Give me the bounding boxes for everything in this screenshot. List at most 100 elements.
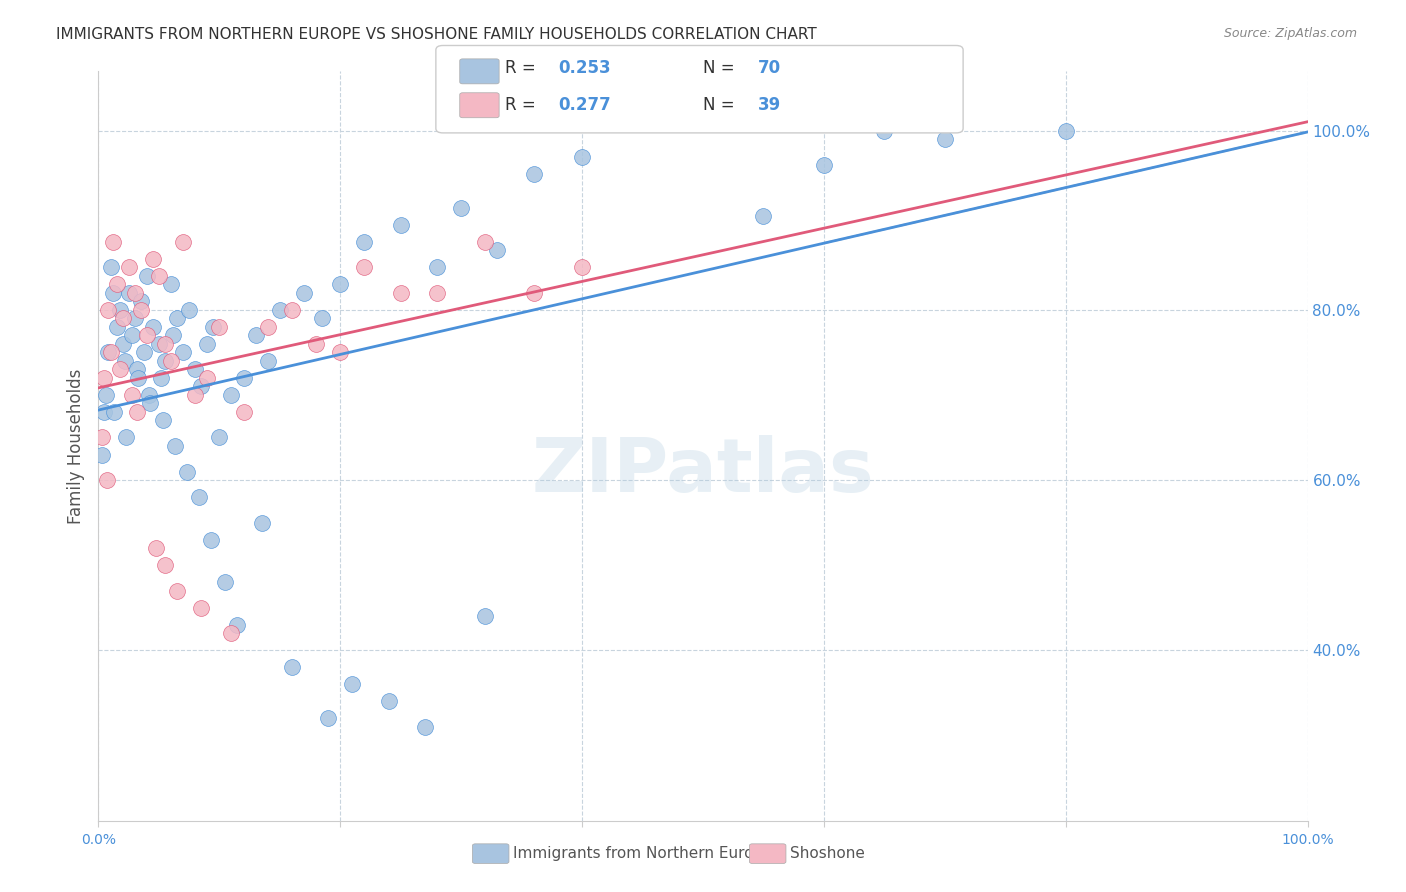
Text: 70: 70: [758, 59, 780, 77]
Point: [813, 158, 835, 172]
Point: [105, 277, 128, 292]
Y-axis label: Family Households: Family Households: [66, 368, 84, 524]
Point: [221, 388, 243, 402]
Point: [160, 277, 183, 292]
Point: [342, 677, 364, 691]
Point: [153, 336, 176, 351]
Point: [389, 218, 412, 232]
Point: [571, 149, 593, 163]
Point: [138, 388, 160, 402]
Point: [97, 302, 120, 317]
Point: [100, 345, 122, 359]
Text: Shoshone: Shoshone: [790, 847, 865, 861]
Text: Source: ZipAtlas.com: Source: ZipAtlas.com: [1223, 27, 1357, 40]
Point: [124, 311, 146, 326]
Point: [281, 660, 304, 674]
Point: [152, 413, 174, 427]
Text: 100.0%: 100.0%: [1281, 833, 1334, 847]
Point: [184, 362, 207, 376]
Point: [127, 362, 149, 376]
Point: [129, 294, 152, 309]
Point: [190, 600, 212, 615]
Point: [377, 694, 399, 708]
Point: [121, 328, 143, 343]
Point: [93, 371, 115, 385]
Point: [142, 252, 165, 266]
Point: [202, 319, 225, 334]
Point: [305, 336, 328, 351]
Point: [153, 558, 176, 573]
Point: [162, 328, 184, 343]
Point: [1054, 124, 1077, 138]
Point: [135, 268, 157, 283]
Point: [127, 405, 149, 419]
Point: [129, 302, 152, 317]
Point: [93, 405, 115, 419]
Point: [160, 354, 183, 368]
Point: [245, 328, 267, 343]
Point: [142, 319, 165, 334]
Point: [114, 354, 136, 368]
Point: [179, 302, 201, 317]
Point: [100, 260, 122, 275]
Point: [172, 235, 194, 249]
Point: [153, 354, 176, 368]
Point: [195, 336, 218, 351]
Point: [426, 285, 449, 300]
Point: [523, 285, 546, 300]
Text: R =: R =: [505, 96, 541, 114]
Text: N =: N =: [703, 59, 740, 77]
Point: [450, 201, 472, 215]
Point: [353, 260, 375, 275]
Point: [214, 575, 236, 590]
Point: [91, 430, 114, 444]
Point: [190, 379, 212, 393]
Point: [934, 132, 956, 146]
Point: [226, 617, 249, 632]
Text: IMMIGRANTS FROM NORTHERN EUROPE VS SHOSHONE FAMILY HOUSEHOLDS CORRELATION CHART: IMMIGRANTS FROM NORTHERN EUROPE VS SHOSH…: [56, 27, 817, 42]
Point: [163, 439, 186, 453]
Point: [281, 302, 304, 317]
Point: [571, 260, 593, 275]
Point: [101, 235, 124, 249]
Text: Immigrants from Northern Europe: Immigrants from Northern Europe: [513, 847, 773, 861]
Point: [311, 311, 333, 326]
Point: [250, 516, 273, 530]
Point: [232, 405, 254, 419]
Point: [329, 345, 352, 359]
Text: 39: 39: [758, 96, 782, 114]
Point: [148, 268, 170, 283]
Point: [127, 371, 149, 385]
Point: [172, 345, 194, 359]
Point: [118, 260, 141, 275]
Point: [316, 711, 339, 725]
Text: N =: N =: [703, 96, 740, 114]
Point: [329, 277, 352, 292]
Text: 0.0%: 0.0%: [82, 833, 115, 847]
Point: [752, 209, 775, 223]
Point: [232, 371, 254, 385]
Point: [134, 345, 156, 359]
Point: [166, 311, 188, 326]
Point: [256, 354, 278, 368]
Text: 0.277: 0.277: [558, 96, 612, 114]
Point: [91, 448, 114, 462]
Point: [108, 362, 131, 376]
Point: [353, 235, 375, 249]
Point: [115, 430, 138, 444]
Point: [135, 328, 157, 343]
Point: [256, 319, 278, 334]
Point: [184, 388, 207, 402]
Point: [195, 371, 218, 385]
Point: [118, 285, 141, 300]
Point: [166, 583, 188, 598]
Point: [139, 396, 162, 410]
Point: [176, 465, 198, 479]
Point: [103, 405, 125, 419]
Point: [208, 430, 231, 444]
Point: [111, 336, 134, 351]
Point: [187, 490, 209, 504]
Point: [873, 124, 896, 138]
Point: [148, 336, 170, 351]
Point: [269, 302, 291, 317]
